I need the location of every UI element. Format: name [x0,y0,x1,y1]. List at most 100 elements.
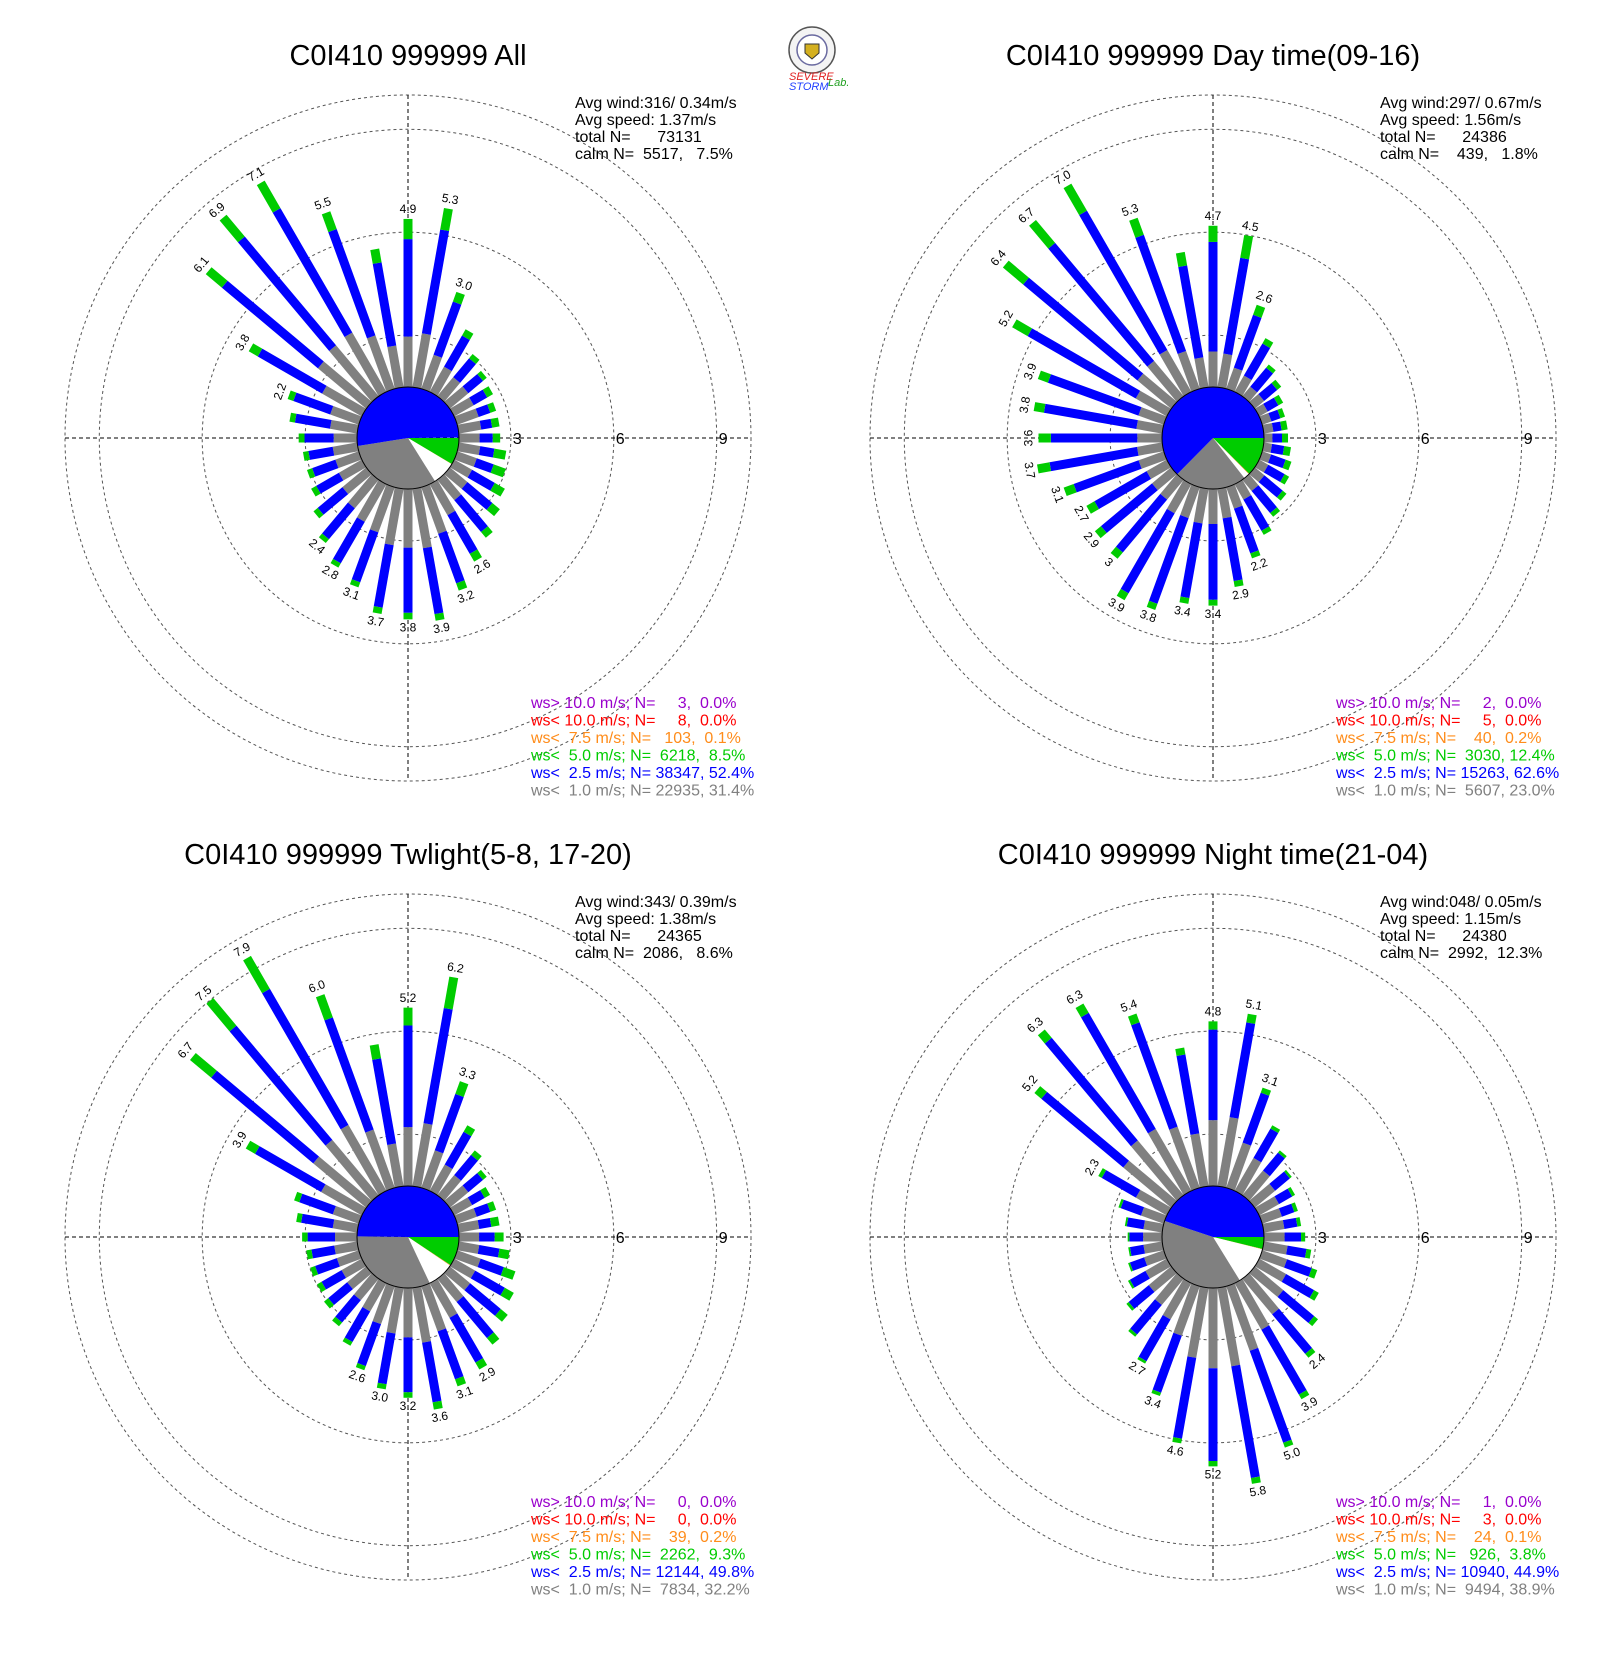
pie-slice-green [1213,1237,1264,1250]
bar-segment-gray [317,361,372,409]
pie-slice-orange [408,438,452,465]
pie-slice-green [408,1237,459,1266]
bar-segment-blue [1043,403,1138,430]
bar-segment-blue [437,1328,464,1380]
bar-segment-blue [1272,433,1283,443]
bar-segment-green [434,612,445,621]
bar-segment-blue [1208,1029,1218,1121]
bar-value-label: 5.1 [1245,996,1264,1013]
bar-segment-blue [324,1017,374,1133]
bar-segment-green [1002,260,1029,285]
bar-segment-green [500,1287,514,1301]
bar-segment-gray [1234,1157,1262,1196]
bar-segment-green [1282,433,1289,443]
bar-segment-blue [1120,1199,1145,1216]
bar-segment-gray [1136,442,1164,456]
legend-entry: ws< 2.5 m/s; N= 15263, 62.6% [1335,765,1559,782]
bar-segment-gray [421,1283,447,1332]
bar-segment-gray [386,1286,404,1334]
lab-logo: SEVERE STORM Lab. [788,26,849,93]
bar-segment-blue [293,392,334,415]
bar-segment-gray [1123,1160,1177,1208]
bar-segment-gray [332,1205,362,1224]
bar-segment-gray [1263,1232,1285,1242]
bar-segment-blue [257,348,327,394]
bar-segment-gray [1160,474,1184,500]
ring-tick-label: 3 [513,431,522,448]
bar-segment-gray [1242,1170,1270,1201]
pie-slice-blue [1162,387,1264,475]
bar-segment-gray [1259,1208,1282,1224]
panel-title: C0I410 999999 Day time(09-16) [1006,40,1420,72]
bar-segment-blue [237,236,337,352]
legend-entry: ws< 1.0 m/s; N= 9494, 38.9% [1335,1582,1555,1599]
bar-segment-green [298,433,305,443]
bar-segment-gray [1226,484,1243,509]
bar-segment-green [480,1187,491,1198]
bar-segment-blue [477,1258,504,1276]
bar-segment-gray [369,484,395,533]
bar-segment-green [1253,304,1266,318]
bar-value-label: 3.8 [1138,607,1159,626]
legend-entry: ws< 1.0 m/s; N= 7834, 32.2% [530,1582,750,1599]
bar-segment-gray [387,1143,404,1188]
bar-segment-green [1309,1290,1319,1301]
stats-line: Avg wind:343/ 0.39m/s [575,894,737,911]
bar-segment-green [248,343,263,357]
bar-segment-gray [1262,1220,1285,1233]
bar-segment-blue [1100,483,1158,534]
bar-segment-blue [344,1306,371,1343]
bar-segment-green [332,1316,343,1327]
bar-segment-green [330,558,341,568]
bar-segment-green [1250,1476,1261,1484]
pie-slice-blue [357,1186,459,1237]
bar-value-label: 3.9 [432,620,451,637]
bar-segment-blue [1261,1325,1307,1395]
bar-segment-green [1179,596,1190,604]
bar-segment-gray [1135,390,1172,417]
bar-segment-blue [221,280,324,369]
pie-outline [1161,1185,1265,1289]
bar-segment-green [486,1332,500,1345]
bar-segment-green [1037,1029,1052,1044]
bar-segment-blue [1251,485,1278,514]
legend-entry: ws< 5.0 m/s; N= 926, 3.8% [1335,1547,1546,1564]
stats-line: total N= 24386 [1380,129,1507,146]
bar-segment-blue [479,418,493,430]
bar-segment-blue [1262,1152,1285,1177]
bar-segment-gray [335,1232,357,1242]
bar-segment-green [1110,546,1123,559]
bar-segment-green [1277,1150,1287,1159]
bar-segment-blue [1044,1037,1138,1147]
bar-segment-green [376,1382,387,1390]
bar-segment-green [469,353,480,364]
bar-segment-green [1033,402,1046,413]
bar-segment-blue [1115,493,1168,553]
legend-entry: ws< 7.5 m/s; N= 40, 0.2% [1335,730,1541,747]
bar-segment-green [1276,490,1287,501]
stats-line: Avg wind:048/ 0.05m/s [1380,894,1542,911]
bar-segment-gray [1249,1183,1276,1208]
stats-line: Avg speed: 1.56m/s [1380,112,1521,129]
bar-segment-blue [1281,1274,1315,1298]
bar-segment-gray [437,1174,462,1201]
ring-tick-label: 9 [1524,431,1533,448]
bar-segment-green [490,482,505,497]
bar-segment-blue [1173,1356,1197,1439]
legend-entry: ws< 2.5 m/s; N= 10940, 44.9% [1335,1564,1559,1581]
bar-segment-gray [1234,1278,1270,1330]
bar-segment-blue [461,481,493,510]
bar-segment-gray [429,1164,453,1196]
bar-segment-gray [1130,1140,1184,1201]
bar-segment-blue [1263,397,1279,412]
bar-segment-blue [1258,475,1283,498]
bar-segment-blue [1130,1299,1162,1335]
bar-segment-gray [1259,451,1272,463]
pie-slice-calm [1213,438,1249,479]
bar-value-label: 3.7 [1021,461,1038,480]
bar-segment-gray [384,487,404,546]
bar-segment-blue [311,1245,336,1259]
bar-segment-green [1098,1168,1107,1178]
